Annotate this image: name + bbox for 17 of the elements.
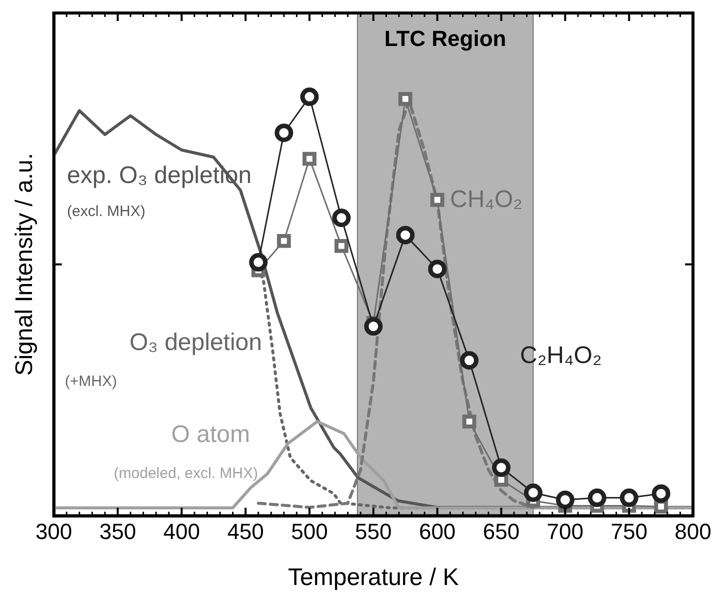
x-tick-label: 700 [546, 519, 584, 544]
y-axis-title: Signal Intensity / a.u. [11, 153, 38, 376]
x-tick-label: 800 [674, 519, 712, 544]
band-label: LTC Region [384, 26, 506, 52]
x-tick-label: 500 [291, 519, 328, 544]
x-tick-label: 400 [163, 519, 200, 544]
x-tick-label: 750 [610, 519, 648, 544]
x-tick-label: 300 [35, 519, 72, 544]
x-tick-label: 550 [355, 519, 392, 544]
x-tick-label: 350 [99, 519, 136, 544]
series-label: O₃ depletion (+MHX) [64, 329, 262, 390]
x-tick-label: 450 [227, 519, 264, 544]
x-tick-label: 650 [482, 519, 520, 544]
x-axis-title: Temperature / K [288, 564, 459, 592]
series-label: O atom (modeled, excl. MHX) [114, 421, 258, 482]
x-tick-label: 600 [418, 519, 456, 544]
series-label: CH₄O₂ [450, 186, 522, 213]
